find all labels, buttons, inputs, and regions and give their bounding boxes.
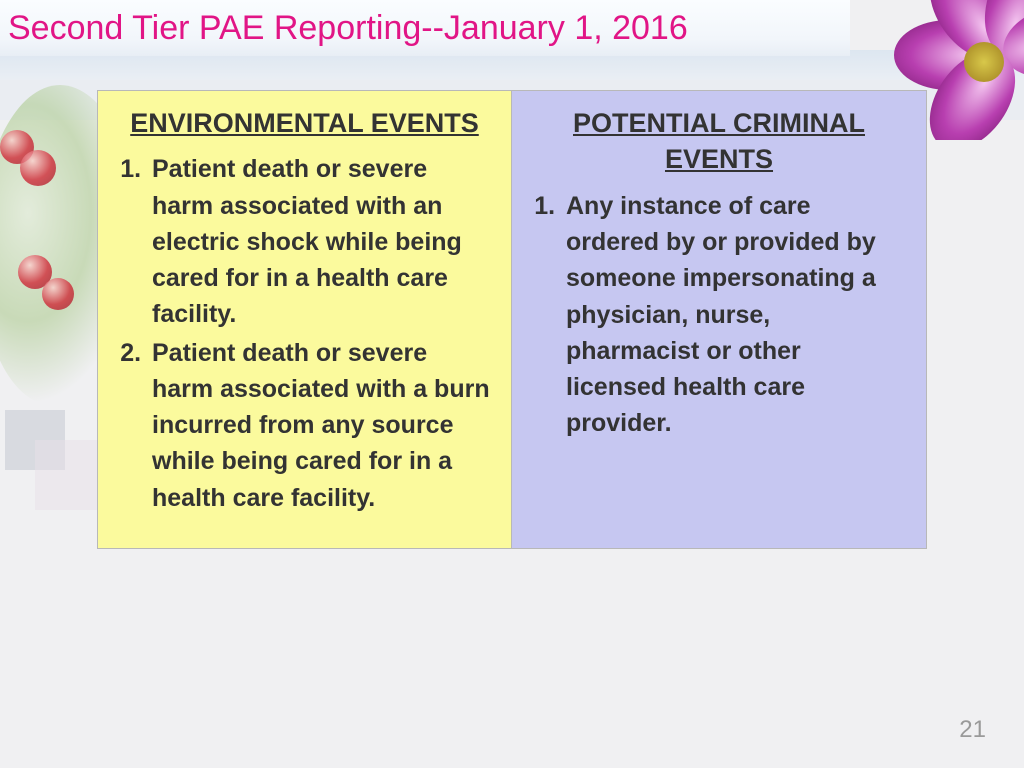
column-heading-criminal: POTENTIAL CRIMINAL EVENTS (532, 105, 906, 178)
list-item: Patient death or severe harm associated … (148, 151, 491, 332)
list-item: Any instance of care ordered by or provi… (562, 188, 906, 442)
list-item: Patient death or severe harm associated … (148, 335, 491, 516)
flower-center-icon (964, 42, 1004, 82)
page-number: 21 (959, 716, 986, 744)
column-heading-environmental: ENVIRONMENTAL EVENTS (118, 105, 491, 141)
environmental-list: Patient death or severe harm associated … (118, 151, 491, 516)
bg-berry-icon (20, 150, 56, 186)
bg-square (35, 440, 105, 510)
column-criminal: POTENTIAL CRIMINAL EVENTS Any instance o… (512, 91, 926, 548)
title-bar: Second Tier PAE Reporting--January 1, 20… (0, 0, 850, 56)
criminal-list: Any instance of care ordered by or provi… (532, 188, 906, 442)
bg-berry-icon (42, 278, 74, 310)
column-environmental: ENVIRONMENTAL EVENTS Patient death or se… (98, 91, 512, 548)
content-table: ENVIRONMENTAL EVENTS Patient death or se… (97, 90, 927, 549)
slide-title: Second Tier PAE Reporting--January 1, 20… (8, 9, 688, 48)
slide: Second Tier PAE Reporting--January 1, 20… (0, 0, 1024, 768)
